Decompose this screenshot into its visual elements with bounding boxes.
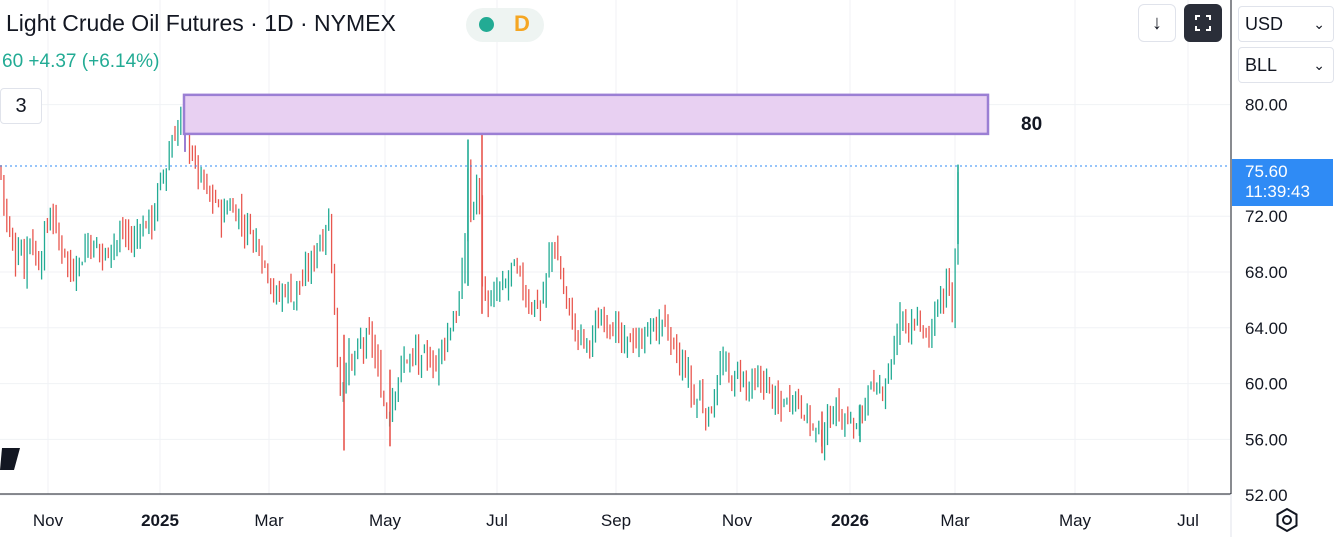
price-tick-label: 52.00	[1245, 486, 1288, 505]
time-tick-label: Nov	[722, 511, 753, 530]
data-badge[interactable]: D	[514, 11, 530, 36]
time-tick-label: Nov	[33, 511, 64, 530]
grid-lines	[0, 0, 1230, 496]
arrow-down-icon: ↓	[1152, 11, 1162, 34]
time-tick-label: 2026	[831, 511, 869, 530]
bar-countdown: 11:39:43	[1245, 182, 1310, 201]
chevron-down-icon: ⌄	[1313, 16, 1325, 32]
time-tick-label: May	[1059, 511, 1092, 530]
time-tick-label: Mar	[254, 511, 284, 530]
time-tick-label: Jul	[1177, 511, 1199, 530]
price-tick-label: 64.00	[1245, 319, 1288, 338]
market-open-dot-icon	[479, 17, 494, 32]
time-tick-label: Mar	[940, 511, 970, 530]
price-tick-label: 72.00	[1245, 207, 1288, 226]
time-tick-label: May	[369, 511, 402, 530]
time-tick-label: 2025	[141, 511, 179, 530]
price-axis[interactable]: 80.00 72.00 68.00 64.00 60.00 56.00 52.00	[1245, 96, 1288, 506]
price-tick-label: 60.00	[1245, 375, 1288, 394]
zone-label: 80	[1021, 114, 1042, 135]
time-tick-label: Sep	[601, 511, 631, 530]
current-price-label: 75.60 11:39:43	[1232, 159, 1333, 206]
currency-select[interactable]: USD ⌄	[1238, 6, 1334, 42]
download-button[interactable]: ↓	[1138, 4, 1176, 42]
currency-value: USD	[1245, 14, 1284, 34]
chevron-down-icon: ⌄	[1313, 57, 1325, 73]
period-box[interactable]: 3	[0, 88, 42, 124]
gear-icon[interactable]	[1273, 506, 1301, 534]
price-change: 60 +4.37 (+6.14%)	[2, 51, 160, 72]
resistance-zone[interactable]	[182, 93, 990, 136]
price-tick-label: 68.00	[1245, 263, 1288, 282]
candlestick-series	[0, 98, 959, 461]
time-axis[interactable]: Nov 2025 Mar May Jul Sep Nov 2026 Mar May Jul	[33, 511, 1199, 530]
fullscreen-icon	[1195, 15, 1211, 31]
fullscreen-button[interactable]	[1184, 4, 1222, 42]
time-tick-label: Jul	[486, 511, 508, 530]
current-price: 75.60	[1245, 162, 1288, 181]
market-status-pill[interactable]	[466, 8, 544, 42]
symbol-title[interactable]: Light Crude Oil Futures · 1D · NYMEX	[6, 10, 396, 36]
price-tick-label: 56.00	[1245, 430, 1288, 449]
unit-value: BLL	[1245, 55, 1278, 75]
unit-select[interactable]: BLL ⌄	[1238, 47, 1334, 83]
price-tick-label: 80.00	[1245, 96, 1288, 115]
watermark-logo	[0, 448, 20, 470]
